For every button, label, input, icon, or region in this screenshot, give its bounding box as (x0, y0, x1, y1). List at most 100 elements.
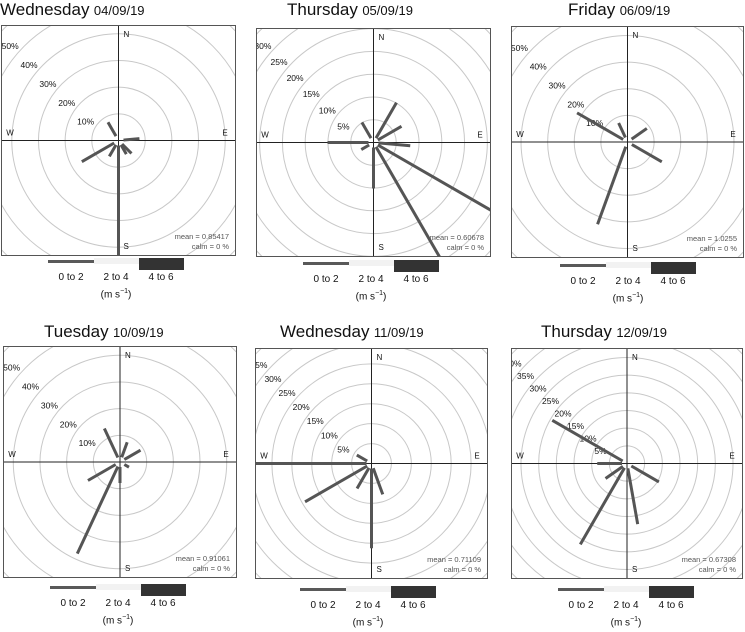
legend-unit: (m s−1) (102, 614, 134, 627)
legend-label: 2 to 4 (355, 600, 381, 611)
wind-spoke (378, 141, 411, 148)
panel-date: 05/09/19 (362, 3, 413, 18)
direction-label: N (379, 33, 385, 42)
direction-label: E (729, 452, 734, 461)
wind-spoke (123, 448, 142, 461)
speed-legend: 0 to 2 2 to 4 4 to 6 (m s−1) (560, 262, 720, 305)
legend-label: 4 to 6 (658, 600, 684, 611)
direction-label: S (379, 243, 384, 252)
wind-spoke (75, 465, 120, 555)
legend-swatch (303, 262, 349, 265)
legend-label: 0 to 2 (568, 600, 594, 611)
direction-label: W (8, 450, 16, 459)
legend-label: 2 to 4 (613, 600, 639, 611)
speed-legend: 0 to 2 2 to 4 4 to 6 (m s−1) (558, 586, 718, 629)
panel-day: Wednesday (0, 0, 90, 19)
ring-label: 30% (41, 400, 58, 410)
ring-label: 20% (60, 419, 77, 429)
panel-day: Thursday (287, 0, 358, 19)
ring-label: 30% (264, 374, 281, 384)
legend-label: 4 to 6 (148, 272, 174, 283)
panel-title: Wednesday 04/09/19 (0, 0, 145, 20)
direction-label: S (124, 242, 129, 251)
legend-label: 2 to 4 (103, 272, 129, 283)
legend-label: 2 to 4 (615, 276, 641, 287)
wind-spoke (631, 143, 663, 164)
calm-text: calm = 0 % (444, 565, 482, 574)
ring-label: 5% (337, 121, 350, 131)
ring-label: 50% (4, 363, 21, 373)
legend-unit: (m s−1) (100, 288, 132, 301)
direction-label: E (222, 129, 227, 138)
legend-swatch (141, 584, 186, 596)
wind-spoke (108, 144, 118, 158)
panel-date: 11/09/19 (373, 325, 424, 340)
ring-label: 25% (279, 388, 296, 398)
wind-spoke (630, 127, 648, 141)
direction-label: W (261, 131, 269, 140)
legend-swatch (560, 264, 606, 267)
direction-label: E (730, 130, 735, 139)
calm-text: calm = 0 % (192, 242, 230, 251)
wind-spoke (81, 141, 115, 163)
wind-spoke (551, 419, 624, 463)
legend-swatch (651, 262, 696, 274)
ring-label: 5% (594, 446, 607, 456)
calm-text: calm = 0 % (193, 564, 231, 573)
ring-label: 15% (303, 89, 320, 99)
ring-label: 40% (512, 359, 522, 369)
ring-label: 20% (293, 402, 310, 412)
ring-label: 30% (39, 79, 56, 89)
direction-label: W (516, 452, 524, 461)
panel-date: 06/09/19 (619, 3, 671, 18)
mean-text: mean = 0.60678 (430, 233, 484, 242)
direction-label: S (633, 244, 638, 253)
direction-label: N (377, 353, 383, 362)
wind-spoke (617, 122, 627, 139)
ring-label: 20% (287, 73, 304, 83)
legend-unit: (m s−1) (352, 616, 384, 629)
wind-spoke (604, 465, 624, 480)
ring-label: 5% (337, 444, 350, 454)
panel-date: 04/09/19 (93, 3, 145, 18)
legend-swatch (391, 586, 436, 598)
panel-date: 12/09/19 (616, 325, 667, 340)
panel-day: Thursday (541, 322, 612, 341)
mean-text: mean = 0.91061 (176, 554, 230, 563)
legend-swatch (50, 586, 96, 589)
ring-label: 20% (58, 98, 75, 108)
legend-swatch (604, 586, 649, 592)
wind-spoke (106, 121, 118, 137)
wind-spoke (374, 146, 441, 256)
ring-label: 10% (321, 430, 338, 440)
panel-date: 10/09/19 (113, 325, 164, 340)
mean-text: mean = 0.85417 (175, 232, 229, 241)
ring-label: 15% (567, 421, 584, 431)
ring-label: 35% (256, 360, 268, 370)
direction-label: W (6, 129, 14, 138)
legend-label: 4 to 6 (150, 598, 176, 609)
speed-legend: 0 to 2 2 to 4 4 to 6 (m s−1) (303, 260, 463, 302)
legend-swatch (139, 258, 184, 270)
direction-label: S (632, 565, 637, 574)
ring-label: 20% (555, 409, 572, 419)
legend-swatch (346, 586, 391, 592)
speed-legend: 0 to 2 2 to 4 4 to 6 (m s−1) (48, 258, 208, 301)
wind-spoke (123, 463, 130, 469)
legend-unit: (m s−1) (610, 616, 642, 629)
legend-label: 0 to 2 (310, 600, 336, 611)
direction-label: E (477, 131, 482, 140)
speed-legend: 0 to 2 2 to 4 4 to 6 (m s−1) (300, 586, 460, 629)
direction-label: N (125, 351, 131, 360)
wind-spoke (360, 121, 373, 139)
legend-swatch (394, 260, 439, 272)
legend-swatch (96, 584, 141, 590)
legend-label: 0 to 2 (60, 598, 86, 609)
legend-unit: (m s−1) (612, 292, 644, 305)
